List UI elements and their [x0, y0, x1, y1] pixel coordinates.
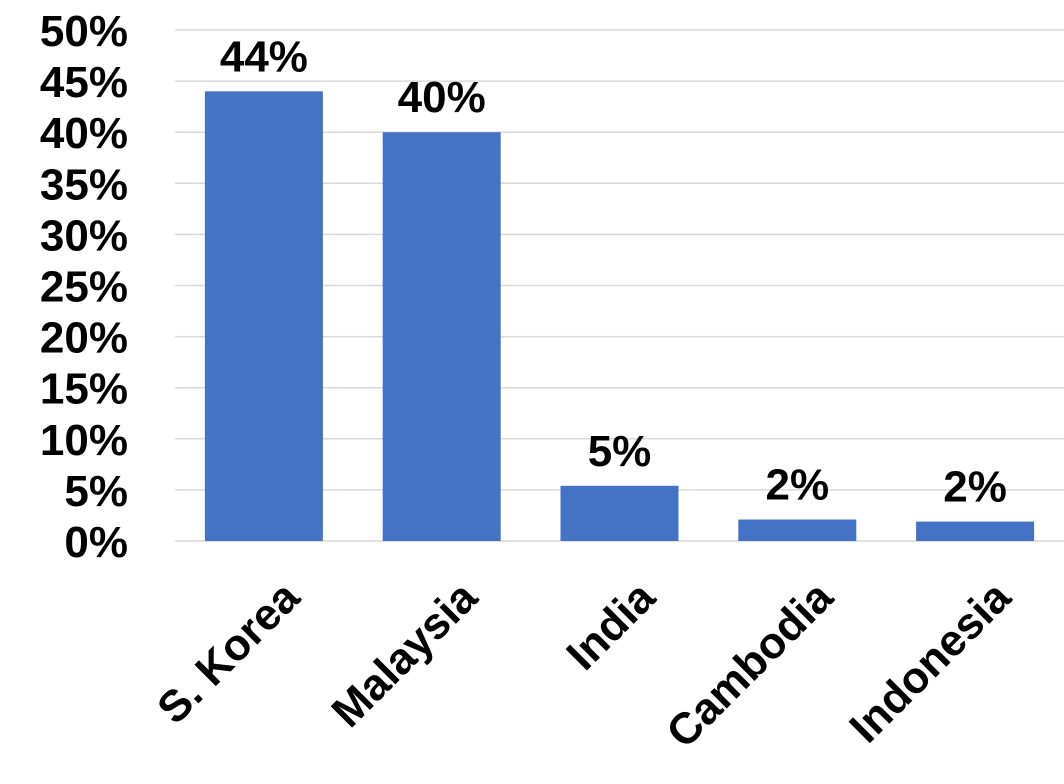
data-label: 40%: [398, 73, 486, 122]
data-label: 2%: [943, 463, 1007, 512]
y-tick-label: 50%: [40, 7, 128, 56]
x-category-label: S. Korea: [148, 572, 309, 733]
gridlines: [175, 29, 1064, 542]
x-category-label: Malaysia: [322, 572, 487, 737]
bar: [204, 91, 323, 541]
data-label: 44%: [220, 32, 308, 81]
y-tick-label: 25%: [40, 263, 128, 312]
data-label: 5%: [588, 427, 652, 476]
y-axis-ticks: 0%5%10%15%20%25%30%35%40%45%50%: [40, 7, 128, 567]
x-category-label: India: [557, 572, 665, 680]
bar: [382, 132, 501, 541]
y-tick-label: 20%: [40, 314, 128, 363]
bars: [204, 91, 1035, 541]
y-tick-label: 40%: [40, 109, 128, 158]
bar: [560, 485, 679, 541]
y-tick-label: 35%: [40, 160, 128, 209]
bar: [916, 521, 1035, 541]
x-category-label: Cambodia: [657, 572, 842, 757]
data-label: 2%: [766, 461, 830, 510]
y-tick-label: 15%: [40, 365, 128, 414]
bar: [738, 519, 857, 541]
y-tick-label: 0%: [64, 518, 128, 567]
x-category-label: Indonesia: [840, 572, 1020, 752]
y-tick-label: 10%: [40, 416, 128, 465]
y-tick-label: 30%: [40, 211, 128, 260]
y-tick-label: 5%: [64, 467, 128, 516]
data-labels: 44% 40% 5% 2% 2%: [220, 32, 1007, 511]
y-tick-label: 45%: [40, 58, 128, 107]
